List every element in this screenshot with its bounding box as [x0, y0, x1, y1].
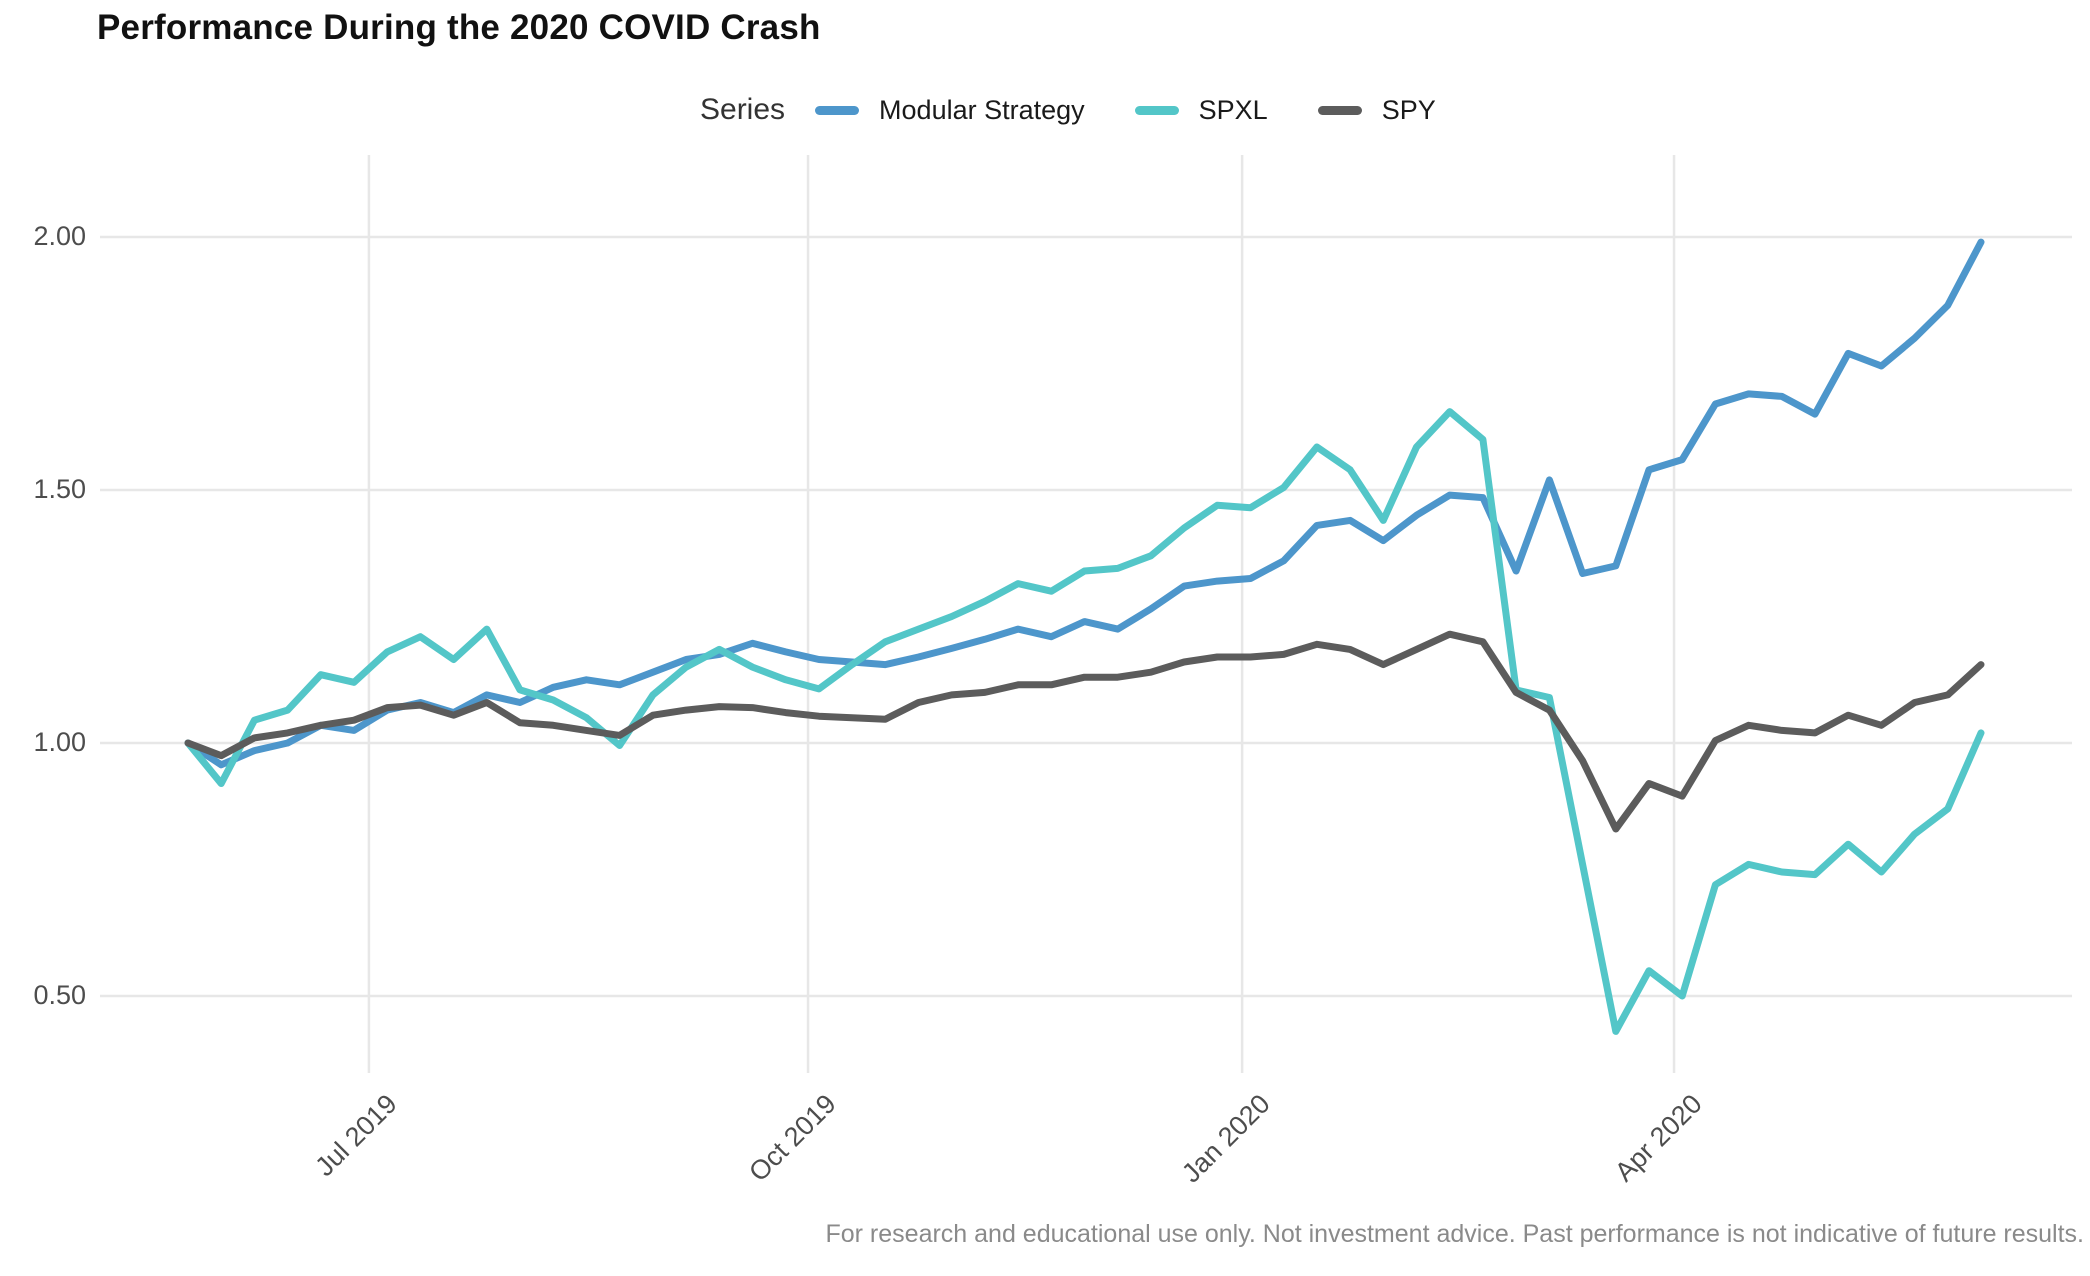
legend-items: Modular Strategy SPXL SPY: [815, 95, 1436, 126]
series-lines: [184, 238, 1985, 1035]
y-axis-tick-label: 2.00: [33, 221, 86, 251]
disclaimer-text: For research and educational use only. N…: [825, 1220, 2084, 1248]
page-title: Performance During the 2020 COVID Crash: [97, 8, 821, 47]
legend-label: Modular Strategy: [879, 94, 1085, 125]
legend-item-modular-strategy: Modular Strategy: [815, 95, 1085, 126]
line-spxl: [184, 408, 1985, 1035]
line-spy: [184, 630, 1985, 833]
y-axis-tick-label: 0.50: [33, 980, 86, 1010]
legend-label: SPY: [1381, 94, 1436, 125]
legend-item-spy: SPY: [1317, 94, 1436, 126]
line-modular-strategy: [184, 238, 1985, 769]
chart-legend: Series Modular Strategy SPXL SPY: [700, 90, 1436, 130]
y-axis-tick-label: 1.00: [33, 727, 86, 757]
spxl-line-swatch-icon: [1134, 105, 1179, 115]
y-axis-tick-label: 1.50: [33, 474, 86, 504]
legend-item-spxl: SPXL: [1134, 94, 1268, 126]
legend-label: SPXL: [1198, 94, 1268, 125]
modular-strategy-line-swatch-icon: [815, 105, 860, 115]
legend-title: Series: [700, 93, 786, 126]
spy-line-swatch-icon: [1317, 105, 1362, 115]
gridlines: [100, 155, 2072, 1073]
